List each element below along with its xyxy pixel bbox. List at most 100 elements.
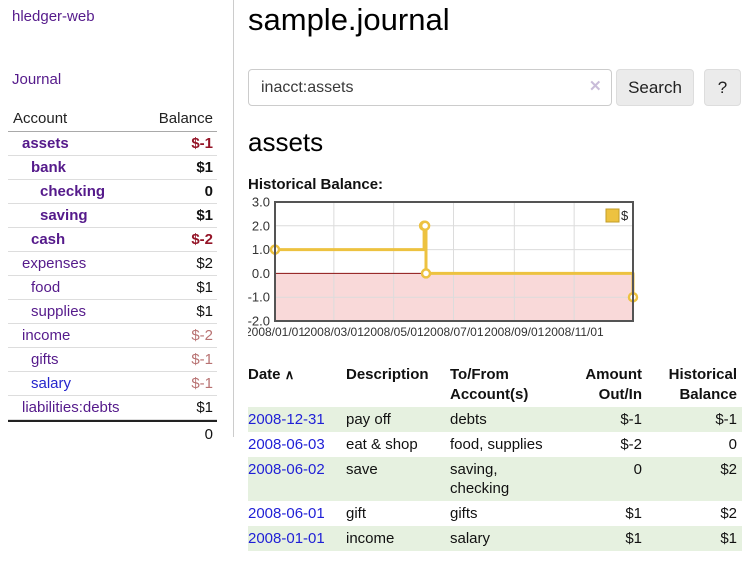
transaction-balance: $1 [642,526,742,551]
account-link-checking[interactable]: checking [40,183,106,200]
svg-text:2008/11/01: 2008/11/01 [545,325,604,339]
transaction-date-link[interactable]: 2008-01-01 [248,530,325,547]
register-table: Date ∧ Description To/From Account(s) Am… [248,363,742,551]
account-row: bank $1 [8,156,217,180]
transaction-accounts: salary [450,526,572,551]
register-header-row: Date ∧ Description To/From Account(s) Am… [248,363,742,407]
help-button[interactable]: ? [704,69,741,106]
svg-text:-1.0: -1.0 [248,290,270,305]
account-balance: $-2 [191,327,213,344]
sidebar: hledger-web Journal Account Balance asse… [0,0,234,443]
register-header-historical: Historical Balance [668,366,737,403]
svg-text:2.0: 2.0 [252,218,270,233]
transaction-date-link[interactable]: 2008-06-03 [248,436,325,453]
transaction-balance: $2 [720,505,737,522]
sidebar-item-journal[interactable]: Journal [12,71,62,88]
app-brand-link[interactable]: hledger-web [12,8,95,25]
register-header-description: Description [346,366,429,383]
svg-text:2008/05/01: 2008/05/01 [364,325,424,339]
account-balance: $1 [196,303,213,320]
svg-text:2008/03/01: 2008/03/01 [304,325,364,339]
svg-text:-2.0: -2.0 [248,314,270,329]
account-row: supplies $1 [8,300,217,324]
transaction-amount: $1 [572,526,642,551]
account-row: salary $-1 [8,372,217,396]
account-balance: 0 [204,183,213,200]
transaction-description: save [346,457,450,501]
account-link-saving[interactable]: saving [40,207,88,224]
transaction-accounts: gifts [450,505,478,522]
register-row: 2008-12-31 pay off debts $-1 $-1 [248,407,742,432]
account-link-income[interactable]: income [22,327,71,344]
register-row: 2008-06-03 eat & shop food, supplies $-2… [248,432,742,457]
register-header-amount: Amount Out/In [585,366,642,403]
transaction-accounts: saving, checking [450,457,572,501]
accounts-table-header: Account Balance [8,106,217,132]
account-heading: assets [248,127,324,157]
svg-text:$: $ [621,208,629,223]
register-row: 2008-01-01 income salary $1 $1 [248,526,742,551]
chart-title: Historical Balance: [248,176,384,193]
account-row: expenses $2 [8,252,217,276]
transaction-amount: $-2 [620,436,642,453]
search-form: ✕ Search ? [248,69,742,106]
transaction-balance: $-1 [642,407,742,432]
account-link-cash[interactable]: cash [31,231,66,248]
svg-text:1.0: 1.0 [252,242,270,257]
account-link-expenses[interactable]: expenses [22,255,87,272]
page-title: sample.journal [248,2,450,37]
account-link-food[interactable]: food [31,279,61,296]
transaction-date-link[interactable]: 2008-12-31 [248,411,325,428]
transaction-balance: 0 [728,436,737,453]
transaction-amount: $1 [625,505,642,522]
register-header-tofrom: To/From Account(s) [450,366,529,403]
accounts-total: 0 [8,420,217,447]
account-balance: $2 [196,255,213,272]
account-balance: $-2 [191,231,213,248]
account-link-salary[interactable]: salary [31,375,72,392]
account-link-liabilities-debts[interactable]: liabilities:debts [22,399,120,416]
account-link-assets[interactable]: assets [22,135,69,152]
historical-balance-chart: $3.0 2.0 1.0 0.0 -1.0 -2.0 2008/01/01 2008/03/0… [245,195,668,344]
account-balance: $1 [196,279,213,296]
accounts-header-account: Account [13,110,68,127]
account-row: assets $-1 [8,132,217,156]
svg-text:0.0: 0.0 [252,266,270,281]
main-content: sample.journal ✕ Search ? assets Histori… [245,0,742,582]
register-row: 2008-06-02 save saving, checking 0 $2 [248,457,742,501]
transaction-date-link[interactable]: 2008-06-02 [248,461,325,478]
transaction-description: eat & shop [346,436,418,453]
search-input[interactable] [248,69,612,106]
accounts-table: Account Balance assets $-1 bank $1 checkin… [8,106,217,447]
account-link-supplies[interactable]: supplies [31,303,87,320]
transaction-date-link[interactable]: 2008-06-01 [248,505,325,522]
account-row: food $1 [8,276,217,300]
account-link-gifts[interactable]: gifts [31,351,59,368]
account-balance: $1 [196,399,213,416]
account-row: gifts $-1 [8,348,217,372]
account-link-bank[interactable]: bank [31,159,67,176]
svg-text:2008/09/01: 2008/09/01 [484,325,544,339]
transaction-balance: $2 [642,457,742,501]
sort-ascending-icon: ∧ [284,367,295,382]
search-button[interactable]: Search [616,69,694,106]
register-header-date[interactable]: Date ∧ [248,366,295,383]
account-row: income $-2 [8,324,217,348]
accounts-header-balance: Balance [158,110,213,127]
clear-search-icon[interactable]: ✕ [589,78,602,95]
transaction-amount: 0 [572,457,642,501]
register-row: 2008-06-01 gift gifts $1 $2 [248,501,742,526]
transaction-amount: $-1 [572,407,642,432]
account-balance: $1 [196,159,213,176]
svg-text:2008/07/01: 2008/07/01 [423,325,483,339]
account-balance: $1 [196,207,213,224]
account-balance: $-1 [191,135,213,152]
account-row: cash $-2 [8,228,217,252]
svg-text:3.0: 3.0 [252,196,270,210]
transaction-description: gift [346,505,367,522]
transaction-description: pay off [346,407,450,432]
account-row: liabilities:debts $1 [8,396,217,420]
transaction-accounts: food, supplies [450,436,543,453]
account-balance: $-1 [191,375,213,392]
account-balance: $-1 [191,351,213,368]
